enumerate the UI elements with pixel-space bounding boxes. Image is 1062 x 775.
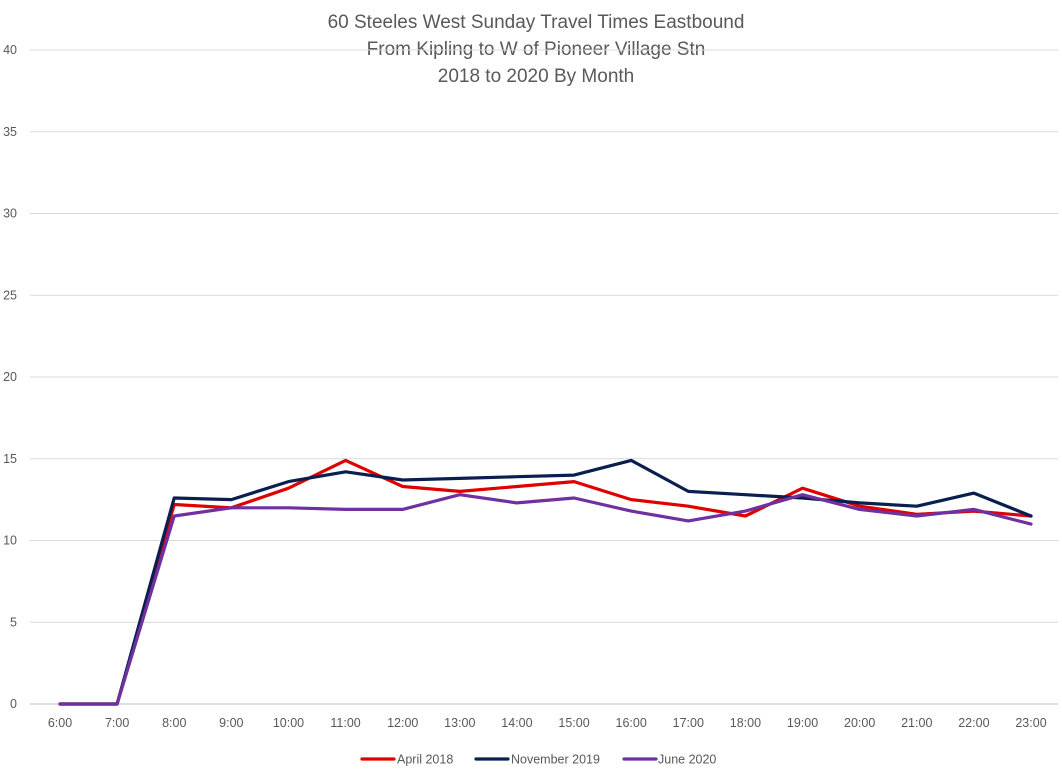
series-line bbox=[58, 493, 1033, 706]
x-axis-tick-labels: 6:00 7:00 8:00 9:00 10:00 11:00 12:00 13:00 14:0… bbox=[48, 716, 1047, 730]
y-tick-label: 30 bbox=[3, 207, 17, 221]
legend-label: November 2019 bbox=[511, 753, 600, 767]
legend: April 2018 November 2019 June 2020 bbox=[360, 753, 716, 767]
y-tick-label: 5 bbox=[10, 615, 17, 629]
x-tick-label: 22:00 bbox=[958, 716, 989, 730]
x-tick-label: 10:00 bbox=[273, 716, 304, 730]
series-line bbox=[58, 458, 1033, 706]
x-tick-label: 23:00 bbox=[1015, 716, 1046, 730]
y-tick-label: 15 bbox=[3, 452, 17, 466]
y-tick-label: 0 bbox=[10, 697, 17, 711]
y-tick-label: 20 bbox=[3, 370, 17, 384]
x-tick-label: 16:00 bbox=[616, 716, 647, 730]
chart-title-line-1: 60 Steeles West Sunday Travel Times East… bbox=[328, 12, 745, 33]
x-tick-label: 12:00 bbox=[387, 716, 418, 730]
x-tick-label: 18:00 bbox=[730, 716, 761, 730]
x-tick-label: 21:00 bbox=[901, 716, 932, 730]
y-tick-label: 40 bbox=[3, 43, 17, 57]
x-tick-label: 13:00 bbox=[444, 716, 475, 730]
y-axis-tick-labels: 0 5 10 15 20 25 30 35 40 bbox=[3, 43, 17, 711]
x-tick-label: 14:00 bbox=[501, 716, 532, 730]
x-tick-label: 7:00 bbox=[105, 716, 129, 730]
x-tick-label: 6:00 bbox=[48, 716, 72, 730]
series-lines bbox=[58, 458, 1033, 706]
x-tick-label: 15:00 bbox=[558, 716, 589, 730]
x-tick-label: 11:00 bbox=[330, 716, 360, 730]
x-tick-label: 19:00 bbox=[787, 716, 818, 730]
x-tick-label: 20:00 bbox=[844, 716, 875, 730]
gridlines bbox=[30, 49, 1058, 705]
y-tick-label: 10 bbox=[3, 534, 17, 548]
y-tick-label: 25 bbox=[3, 288, 17, 302]
chart-title-line-3: 2018 to 2020 By Month bbox=[438, 66, 634, 87]
y-tick-label: 35 bbox=[3, 125, 17, 139]
x-tick-label: 9:00 bbox=[219, 716, 243, 730]
x-tick-label: 17:00 bbox=[673, 716, 704, 730]
x-tick-label: 8:00 bbox=[162, 716, 186, 730]
legend-label: June 2020 bbox=[658, 753, 716, 767]
legend-label: April 2018 bbox=[397, 753, 453, 767]
series-line bbox=[58, 458, 1033, 706]
